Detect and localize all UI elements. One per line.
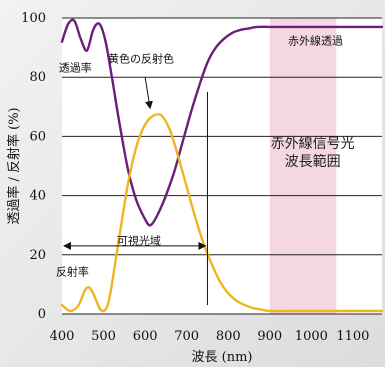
x-tick-500: 500 — [91, 329, 116, 344]
x-tick-1000: 1000 — [295, 329, 328, 344]
gridlines — [62, 17, 382, 315]
x-axis-label: 波長 (nm) — [192, 350, 253, 365]
annotation-4: 反射率 — [56, 265, 89, 279]
y-tick-80: 80 — [29, 70, 46, 85]
y-tick-100: 100 — [21, 11, 46, 26]
y-tick-labels: 0 20 40 60 80 100 — [21, 11, 46, 322]
x-tick-400: 400 — [50, 329, 75, 344]
x-tick-900: 900 — [257, 329, 282, 344]
x-tick-labels: 400 500 600 700 800 900 1000 1100 — [50, 329, 370, 344]
annotation-2: 赤外線透過 — [288, 34, 343, 48]
infrared-region — [269, 18, 337, 314]
series-lines — [60, 18, 384, 313]
y-tick-0: 0 — [38, 307, 46, 322]
x-tick-700: 700 — [174, 329, 199, 344]
annotation-0: 透過率 — [59, 60, 92, 74]
annotation-6: 波長範囲 — [285, 153, 341, 170]
x-tick-600: 600 — [133, 329, 158, 344]
y-tick-60: 60 — [29, 129, 46, 144]
y-axis-label: 透過率 / 反射率 (%) — [6, 107, 22, 224]
y-tick-20: 20 — [29, 248, 46, 263]
annotation-1: 黄色の反射色 — [108, 51, 174, 65]
annotation-3: 可視光域 — [117, 233, 161, 247]
series-line-0 — [60, 18, 384, 227]
x-tick-1100: 1100 — [336, 329, 369, 344]
annotation-5: 赤外線信号光 — [271, 136, 355, 152]
overlay-marks — [63, 77, 208, 306]
infrared-band — [269, 18, 337, 314]
x-tick-800: 800 — [216, 329, 241, 344]
y-tick-40: 40 — [29, 189, 46, 204]
reflection-callout-arrow — [144, 77, 153, 110]
series-line-1 — [60, 113, 384, 313]
